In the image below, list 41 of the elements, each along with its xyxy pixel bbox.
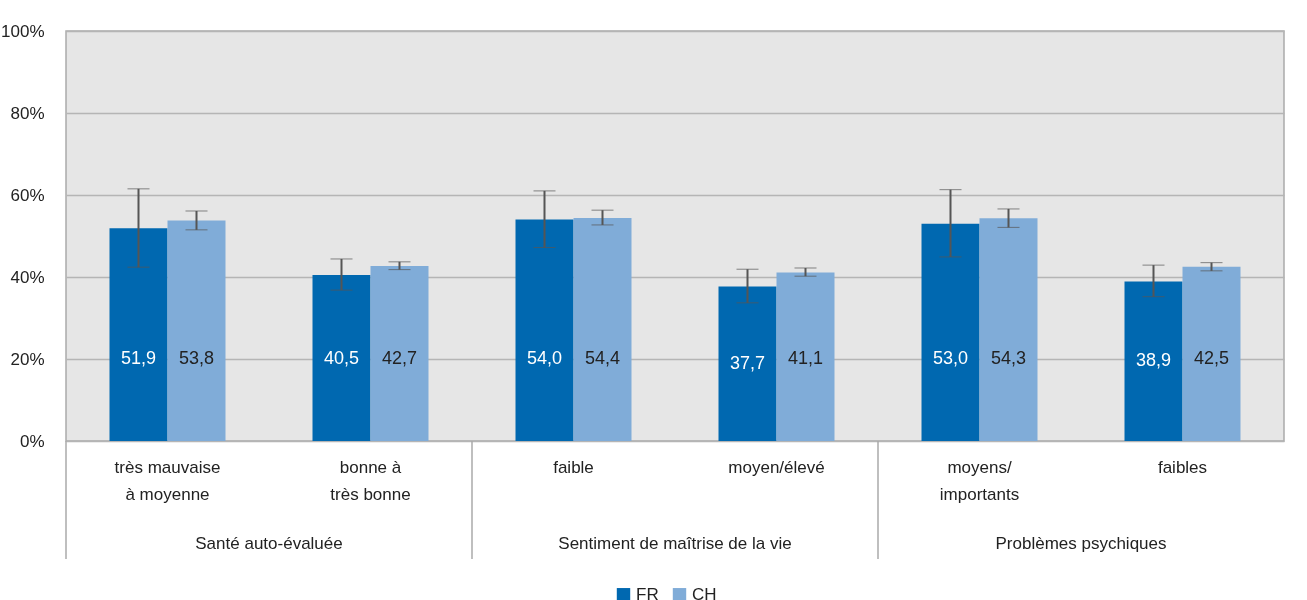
data-label: 53,0 bbox=[932, 348, 969, 368]
text: Santé auto-évaluée bbox=[195, 534, 343, 553]
bar bbox=[167, 220, 226, 441]
bar bbox=[370, 265, 429, 441]
data-label: 41,1 bbox=[787, 348, 824, 368]
data-label: 54,4 bbox=[584, 348, 621, 368]
bar bbox=[515, 219, 574, 441]
bar bbox=[776, 272, 835, 441]
data-label: 54,0 bbox=[526, 348, 563, 368]
bar bbox=[312, 274, 371, 441]
text: Problèmes psychiques bbox=[995, 534, 1167, 553]
bar bbox=[109, 228, 168, 441]
data-label: 38,9 bbox=[1135, 350, 1172, 371]
x-tick-label: moyens/ importants bbox=[939, 457, 1020, 504]
data-label: 54,3 bbox=[990, 348, 1027, 368]
data-label: 40,5 bbox=[323, 348, 360, 368]
data-label: 37,7 bbox=[729, 352, 766, 373]
data-label: 53,8 bbox=[178, 348, 215, 368]
x-tick-label: très mauvaise à moyenne bbox=[114, 457, 221, 504]
y-tick-label: 0% bbox=[19, 431, 45, 451]
x-tick-label: faibles bbox=[1157, 457, 1208, 477]
data-label: 42,5 bbox=[1193, 348, 1230, 368]
x-tick-label: faible bbox=[553, 457, 594, 477]
y-tick-label: 40% bbox=[10, 267, 45, 287]
data-label: 51,9 bbox=[120, 348, 157, 368]
x-tick-label: bonne à très bonne bbox=[330, 457, 411, 504]
bar bbox=[1182, 266, 1241, 441]
bar bbox=[718, 286, 777, 441]
legend-label: FR bbox=[636, 584, 659, 600]
bar bbox=[979, 218, 1038, 441]
bar bbox=[1124, 281, 1183, 441]
data-label: 42,7 bbox=[381, 348, 418, 368]
x-tick-label: moyen/élevé bbox=[728, 457, 825, 477]
y-tick-label: 20% bbox=[10, 349, 45, 369]
bar bbox=[573, 217, 632, 441]
bar bbox=[921, 223, 980, 441]
y-tick-label: 80% bbox=[10, 103, 45, 123]
y-tick-label: 60% bbox=[10, 185, 45, 205]
text: Sentiment de maîtrise de la vie bbox=[558, 534, 792, 553]
y-tick-label: 100% bbox=[1, 21, 45, 41]
legend-label: CH bbox=[692, 584, 717, 600]
